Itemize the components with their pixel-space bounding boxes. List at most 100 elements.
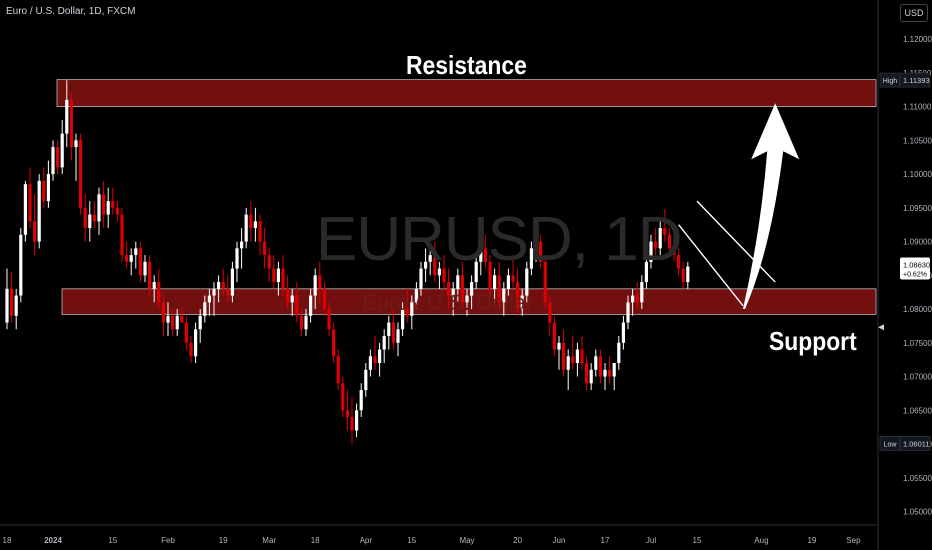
currency-badge[interactable]: USD	[900, 4, 928, 22]
candle-body	[267, 255, 271, 269]
candle	[102, 180, 106, 229]
candle	[681, 261, 685, 289]
candle	[603, 363, 607, 391]
candle-body	[341, 383, 345, 411]
candle-body	[617, 342, 621, 364]
candle	[543, 255, 547, 310]
x-tick-label: Sep	[846, 536, 861, 545]
price-tag-label: High	[883, 78, 898, 85]
candle-body	[677, 255, 681, 269]
candle	[447, 268, 451, 310]
candle-body	[658, 228, 662, 249]
candle	[617, 336, 621, 370]
candle-body	[83, 207, 87, 229]
candle	[235, 241, 239, 283]
candle-body	[520, 295, 524, 310]
candle	[506, 268, 510, 296]
candle-body	[281, 268, 285, 289]
candle-body	[451, 288, 455, 296]
candle	[516, 268, 520, 316]
y-tick-label: 1.10500	[903, 136, 932, 145]
y-tick-label: 1.09500	[903, 204, 932, 213]
candle-body	[649, 241, 653, 262]
candle	[401, 302, 405, 337]
candle-body	[387, 322, 391, 337]
candle-body	[194, 329, 198, 357]
candle-body	[396, 329, 400, 343]
candle-body	[442, 268, 446, 283]
candle	[368, 349, 372, 377]
candle	[474, 255, 478, 289]
candle	[10, 271, 14, 323]
candle	[69, 93, 73, 161]
candle-body	[511, 275, 515, 283]
candle	[534, 230, 538, 262]
candle-body	[488, 261, 492, 289]
candle	[497, 261, 501, 310]
candle	[180, 309, 184, 323]
candle-body	[203, 302, 207, 316]
y-tick-label: 1.09000	[903, 238, 932, 247]
candle-body	[134, 248, 138, 256]
candle-body	[244, 214, 248, 242]
candle-body	[166, 315, 170, 323]
candle	[253, 207, 257, 242]
x-tick-label: 18	[3, 536, 12, 545]
candle-body	[428, 255, 432, 262]
candle	[608, 356, 612, 384]
candle-body	[603, 369, 607, 377]
candle	[355, 403, 359, 438]
candle-body	[56, 147, 60, 168]
candle-body	[539, 241, 543, 262]
resistance-zone	[56, 79, 877, 108]
candle	[152, 275, 156, 303]
candle-body	[382, 336, 386, 350]
candle	[309, 288, 313, 323]
candle	[258, 214, 262, 256]
candle-body	[557, 342, 561, 350]
candle	[373, 336, 377, 370]
candle	[286, 275, 290, 310]
candle	[263, 228, 267, 269]
candle-body	[92, 214, 96, 222]
candle	[129, 248, 133, 276]
candle	[493, 268, 497, 303]
candle-body	[534, 241, 538, 249]
candle-body	[65, 99, 69, 134]
channel-layer	[678, 200, 776, 307]
candle-body	[391, 322, 395, 343]
candle-body	[106, 201, 110, 215]
candle-body	[525, 268, 529, 296]
x-tick-label: 20	[513, 536, 522, 545]
candle-body	[42, 180, 46, 202]
candle-body	[405, 309, 409, 316]
candle-body	[51, 147, 55, 175]
candle-body	[299, 315, 303, 330]
x-tick-label: Feb	[161, 536, 175, 545]
candle	[111, 187, 115, 215]
candle-body	[152, 282, 156, 289]
candle	[240, 228, 244, 269]
candle	[520, 288, 524, 316]
zones-layer	[56, 79, 877, 315]
candle	[341, 376, 345, 418]
candle-body	[529, 248, 533, 269]
candle-body	[378, 349, 382, 364]
candle-body	[230, 268, 234, 296]
candle	[589, 363, 593, 391]
candle	[635, 282, 639, 310]
candle-body	[171, 315, 175, 330]
candle-body	[253, 221, 257, 229]
candle	[654, 228, 658, 256]
candle-body	[33, 221, 37, 242]
price-value-box	[899, 435, 931, 451]
candle	[56, 140, 60, 175]
candle-body	[368, 356, 372, 370]
current-change-label: +0.62%	[903, 272, 927, 279]
candle-body	[69, 99, 73, 148]
candle	[60, 120, 64, 175]
candle	[37, 174, 41, 249]
candle-body	[23, 184, 27, 235]
candle	[451, 282, 455, 316]
candle	[79, 133, 83, 215]
